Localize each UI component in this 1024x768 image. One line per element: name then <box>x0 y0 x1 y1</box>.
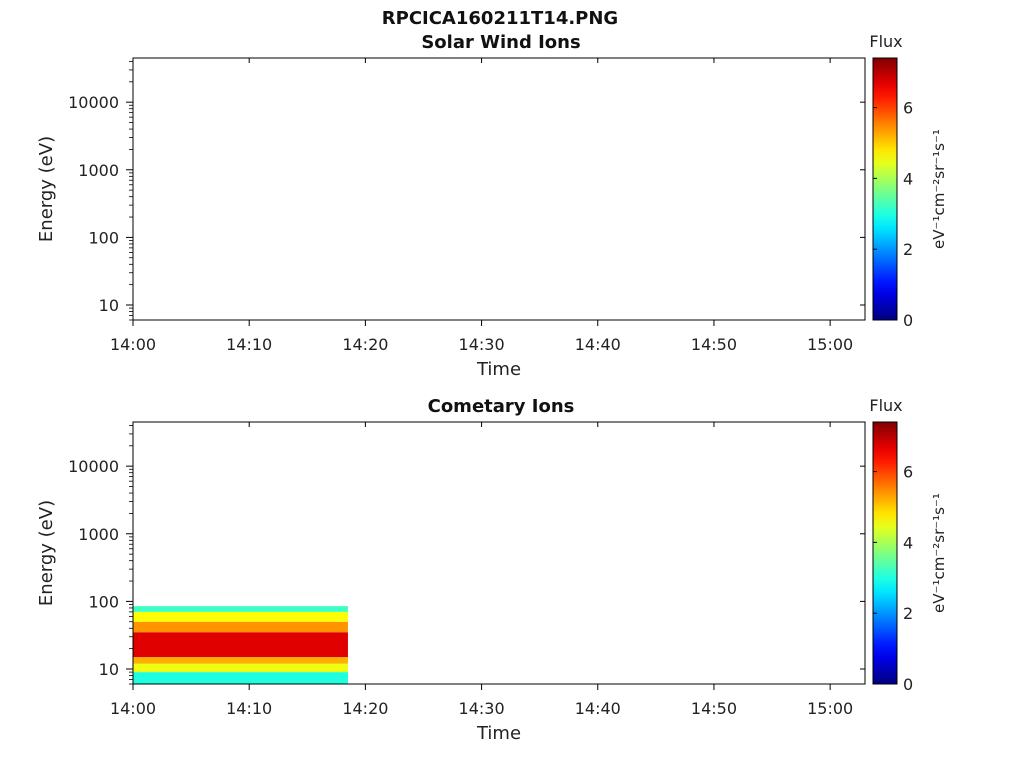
x-tick-label: 14:20 <box>342 335 388 354</box>
plot-frame <box>132 421 866 685</box>
y-tick-label: 10 <box>99 296 119 315</box>
x-axis-label: Time <box>476 723 521 744</box>
y-tick-label: 10000 <box>68 457 119 476</box>
x-tick-label: 14:20 <box>342 699 388 718</box>
x-tick-label: 14:40 <box>575 699 621 718</box>
colorbar-tick-label: 2 <box>903 604 913 623</box>
flux-band-5 <box>133 621 348 633</box>
y-tick-label: 1000 <box>78 525 119 544</box>
colorbar-tick-label: 0 <box>903 311 913 330</box>
panel-title: Solar Wind Ions <box>421 32 580 53</box>
x-tick-label: 14:50 <box>691 699 737 718</box>
x-axis-label: Time <box>476 359 521 380</box>
colorbar-units: eV⁻¹cm⁻²sr⁻¹s⁻¹ <box>930 129 948 249</box>
x-tick-label: 14:00 <box>110 699 156 718</box>
x-tick-label: 14:30 <box>459 335 505 354</box>
y-axis-label: Energy (eV) <box>36 500 57 606</box>
x-tick-label: 14:30 <box>459 699 505 718</box>
plot-frame <box>132 57 866 321</box>
flux-band-1 <box>133 672 348 684</box>
flux-band-2 <box>133 663 348 673</box>
colorbar-units: eV⁻¹cm⁻²sr⁻¹s⁻¹ <box>930 493 948 613</box>
x-tick-label: 14:10 <box>226 335 272 354</box>
y-tick-label: 10 <box>99 660 119 679</box>
colorbar-title: Flux <box>869 32 902 51</box>
x-tick-label: 14:50 <box>691 335 737 354</box>
panel-title: Cometary Ions <box>428 396 575 417</box>
x-tick-label: 15:00 <box>807 335 853 354</box>
y-axis-label: Energy (eV) <box>36 136 57 242</box>
x-tick-label: 15:00 <box>807 699 853 718</box>
colorbar-title: Flux <box>869 396 902 415</box>
x-tick-label: 14:10 <box>226 699 272 718</box>
y-tick-label: 100 <box>88 592 119 611</box>
colorbar <box>872 57 898 321</box>
flux-band-4 <box>133 632 348 658</box>
y-tick-label: 10000 <box>68 93 119 112</box>
flux-band-6 <box>133 611 348 622</box>
y-tick-label: 1000 <box>78 161 119 180</box>
panel-2: 10 100 1000 10000 14:00 14:10 14:20 14:30 14:40 1… <box>36 396 948 744</box>
colorbar-tick-label: 0 <box>903 675 913 694</box>
flux-band-7 <box>133 606 348 612</box>
colorbar-tick-label: 4 <box>903 169 913 188</box>
y-tick-label: 100 <box>88 228 119 247</box>
colorbar-tick-label: 6 <box>903 463 913 482</box>
x-tick-label: 14:00 <box>110 335 156 354</box>
figure-title: RPCICA160211T14.PNG <box>382 8 618 29</box>
colorbar <box>872 421 898 685</box>
colorbar-tick-label: 2 <box>903 240 913 259</box>
colorbar-tick-label: 4 <box>903 533 913 552</box>
colorbar-tick-label: 6 <box>903 99 913 118</box>
flux-band-3 <box>133 657 348 664</box>
x-tick-label: 14:40 <box>575 335 621 354</box>
panel-1: 10 100 1000 10000 14:00 14:10 14:20 14:30 14:40 1… <box>36 32 948 380</box>
